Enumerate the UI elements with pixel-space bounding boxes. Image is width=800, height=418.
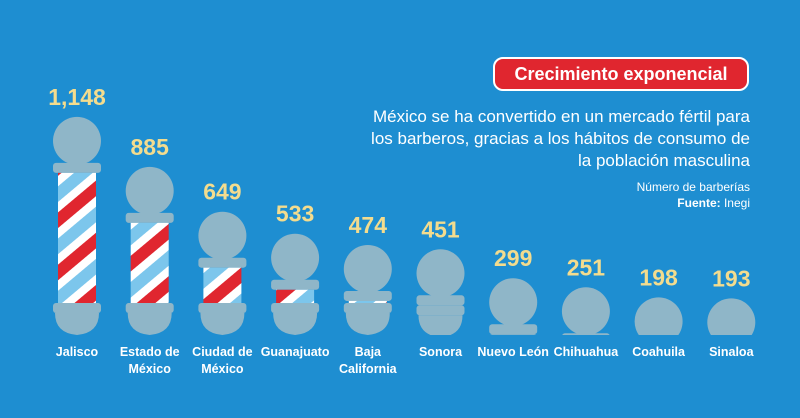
value-label: 251 <box>567 254 606 280</box>
pole-bottom-band <box>125 303 174 313</box>
pole-ball <box>198 211 247 260</box>
note: Número de barberías <box>636 180 750 194</box>
pole-top-band <box>562 333 610 335</box>
barber-pole <box>489 278 538 335</box>
category-label: Chihuahua <box>553 345 619 359</box>
pole-base <box>345 313 390 335</box>
value-label: 451 <box>421 216 460 242</box>
title-badge: Crecimiento exponencial <box>493 57 749 91</box>
pole-bottom-band <box>271 303 320 313</box>
pole-top-band <box>416 295 465 306</box>
value-label: 198 <box>639 264 678 290</box>
pole-top-band <box>343 290 392 301</box>
category-label: Sonora <box>418 345 463 359</box>
value-label: 533 <box>276 201 314 227</box>
value-label: 193 <box>712 265 750 291</box>
barber-pole <box>416 249 465 335</box>
pole-top-band <box>271 279 320 290</box>
pole-base <box>127 313 172 335</box>
pole-body <box>130 222 169 303</box>
barber-pole <box>343 244 392 335</box>
pole-ball <box>416 249 465 298</box>
pole-ball <box>561 287 610 335</box>
pole-ball <box>489 278 538 327</box>
pole-top-band <box>53 162 101 173</box>
pole-body <box>58 172 96 303</box>
pole-ball <box>707 298 756 335</box>
subtitle: México se ha convertido en un mercado fé… <box>371 107 750 170</box>
pole-ball <box>125 166 174 215</box>
category-label: Nuevo León <box>477 345 549 359</box>
category-label: Ciudad de México <box>192 345 253 376</box>
barber-pole <box>634 297 683 385</box>
source-label: Fuente: <box>677 196 721 210</box>
pole-ball <box>271 233 320 282</box>
pole-bottom-band <box>416 305 465 316</box>
barber-pole <box>707 298 756 386</box>
pole-base <box>55 313 99 335</box>
source: Fuente: Inegi <box>677 196 750 210</box>
pole-bottom-band <box>53 303 101 313</box>
pole-top-band <box>489 324 538 335</box>
pole-base <box>418 315 463 335</box>
pole-bottom-band <box>198 303 247 313</box>
pole-bottom-band <box>343 303 392 313</box>
category-label: Sinaloa <box>709 345 754 359</box>
barber-pole <box>198 211 247 335</box>
value-label: 885 <box>131 134 170 160</box>
pole-bottom-band <box>490 334 537 335</box>
pole-ball <box>343 244 392 293</box>
pole-ball <box>634 297 683 335</box>
value-label: 299 <box>494 245 532 271</box>
pole-base <box>200 313 245 335</box>
barber-pole <box>561 287 610 335</box>
pole-base <box>273 313 318 335</box>
pole-top-band <box>125 212 174 223</box>
source-text: Inegi <box>723 196 750 210</box>
pole-body <box>203 267 242 303</box>
category-label: Estado de México <box>119 345 180 376</box>
category-label: Baja California <box>338 345 397 376</box>
value-label: 1,148 <box>48 84 106 110</box>
category-label: Guanajuato <box>260 345 330 359</box>
barber-pole <box>271 233 320 335</box>
pole-base <box>709 364 753 386</box>
category-label: Coahuila <box>632 345 685 359</box>
pole-body <box>348 300 387 303</box>
value-label: 649 <box>203 179 241 205</box>
barber-pole <box>53 116 101 335</box>
barber-pole <box>125 166 174 335</box>
pole-base <box>637 363 681 385</box>
value-label: 474 <box>349 212 388 238</box>
pole-top-band <box>198 257 247 268</box>
pole-ball <box>53 116 101 165</box>
poles <box>53 116 756 386</box>
pole-body <box>276 289 315 303</box>
category-label: Jalisco <box>55 345 99 359</box>
